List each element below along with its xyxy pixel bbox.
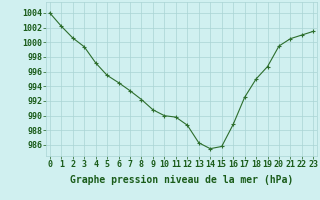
X-axis label: Graphe pression niveau de la mer (hPa): Graphe pression niveau de la mer (hPa) bbox=[70, 175, 293, 185]
